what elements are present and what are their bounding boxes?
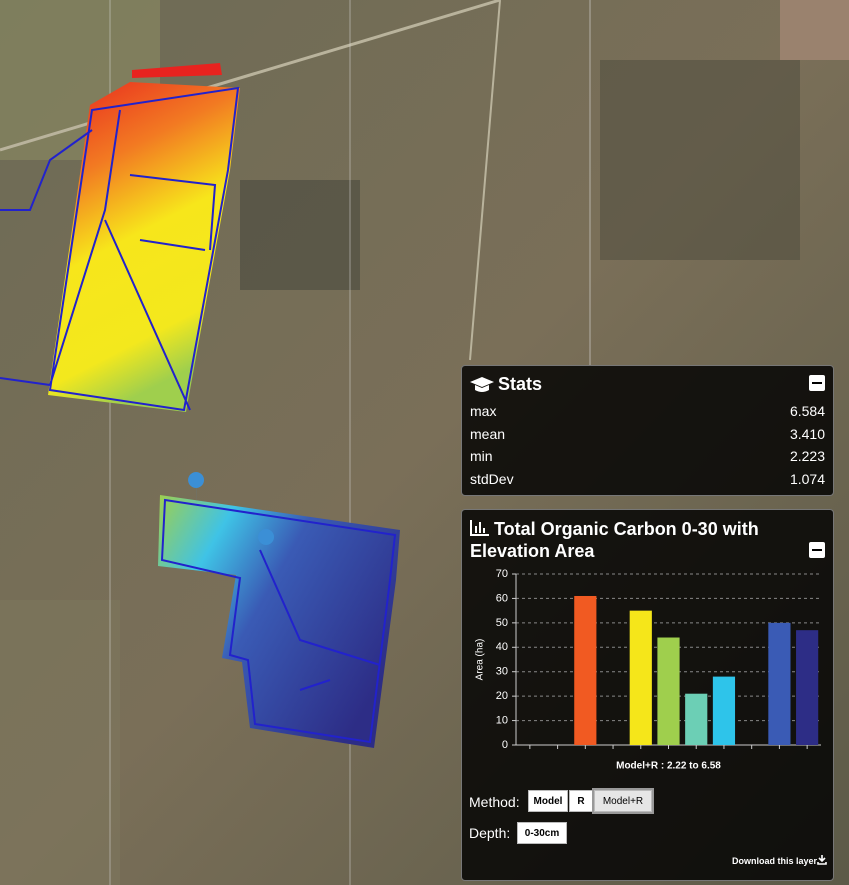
bar [574,595,597,745]
bar [768,622,791,745]
stat-value: 1.074 [789,471,825,488]
y-axis-label: Area (ha) [475,639,486,681]
paddock-boundary [0,129,93,211]
panel-title: Total Organic Carbon 0-30 with Elevation… [470,519,759,561]
stat-name: stdDev [470,471,514,488]
minimize-button[interactable] [809,542,825,558]
y-tick-label: 10 [496,714,508,726]
x-axis-label: Model+R : 2.22 to 6.58 [616,761,721,772]
field [0,600,120,885]
carbon-layer-south [158,495,400,748]
bar [685,693,708,745]
bar [629,610,652,745]
depth-button[interactable]: 0-30cm [517,822,567,844]
bar-chart: 0 10 20 30 40 50 60 70 Area (ha) Model+R : 2.22 t… [475,568,821,772]
y-tick-label: 50 [496,617,508,629]
y-tick-label: 70 [496,568,508,580]
field [240,180,360,290]
bar [712,676,736,745]
paddock-boundary [160,498,397,744]
stats-row: stdDev 1.074 [470,471,825,493]
layer-panel: Total Organic Carbon 0-30 with Elevation… [461,509,834,881]
carbon-layer-north [48,82,240,412]
stats-row: max 6.584 [470,403,825,425]
download-link[interactable]: Download this layer [731,856,817,866]
stats-row: min 2.223 [470,448,825,470]
method-button[interactable]: R [569,790,593,812]
bar [657,637,680,745]
red-zone [132,63,222,78]
paddock-boundary [48,86,240,412]
minimize-button[interactable] [809,375,825,391]
stats-panel: Stats max 6.584 mean 3.410 min 2.223 stdDev 1.0… [461,365,834,496]
y-tick-label: 40 [496,641,508,653]
stat-value: 6.584 [789,403,825,419]
field [780,0,849,60]
download-icon[interactable] [817,855,827,865]
map-marker[interactable] [258,529,275,572]
stat-name: min [470,448,493,465]
stat-value: 2.223 [789,448,825,465]
map-marker[interactable] [188,472,205,515]
road [0,0,501,152]
stat-name: mean [470,425,506,442]
stats-row: mean 3.410 [470,426,825,448]
method-button[interactable]: Model [528,790,568,812]
y-tick-label: 20 [496,690,508,702]
stats-icon [470,377,494,392]
field [600,60,800,260]
y-tick-label: 30 [496,666,508,678]
bar [796,630,819,745]
method-label: Method: [469,794,520,810]
depth-label: Depth: [469,825,511,841]
road [469,0,501,361]
chart-icon [470,520,489,536]
stat-name: max [470,403,497,419]
stat-value: 3.410 [789,425,825,442]
panel-title: Stats [498,374,543,394]
y-tick-label: 0 [502,739,508,751]
y-tick-label: 60 [496,592,508,604]
paddock-boundary [0,377,51,386]
method-button[interactable]: Model+R [594,790,652,812]
